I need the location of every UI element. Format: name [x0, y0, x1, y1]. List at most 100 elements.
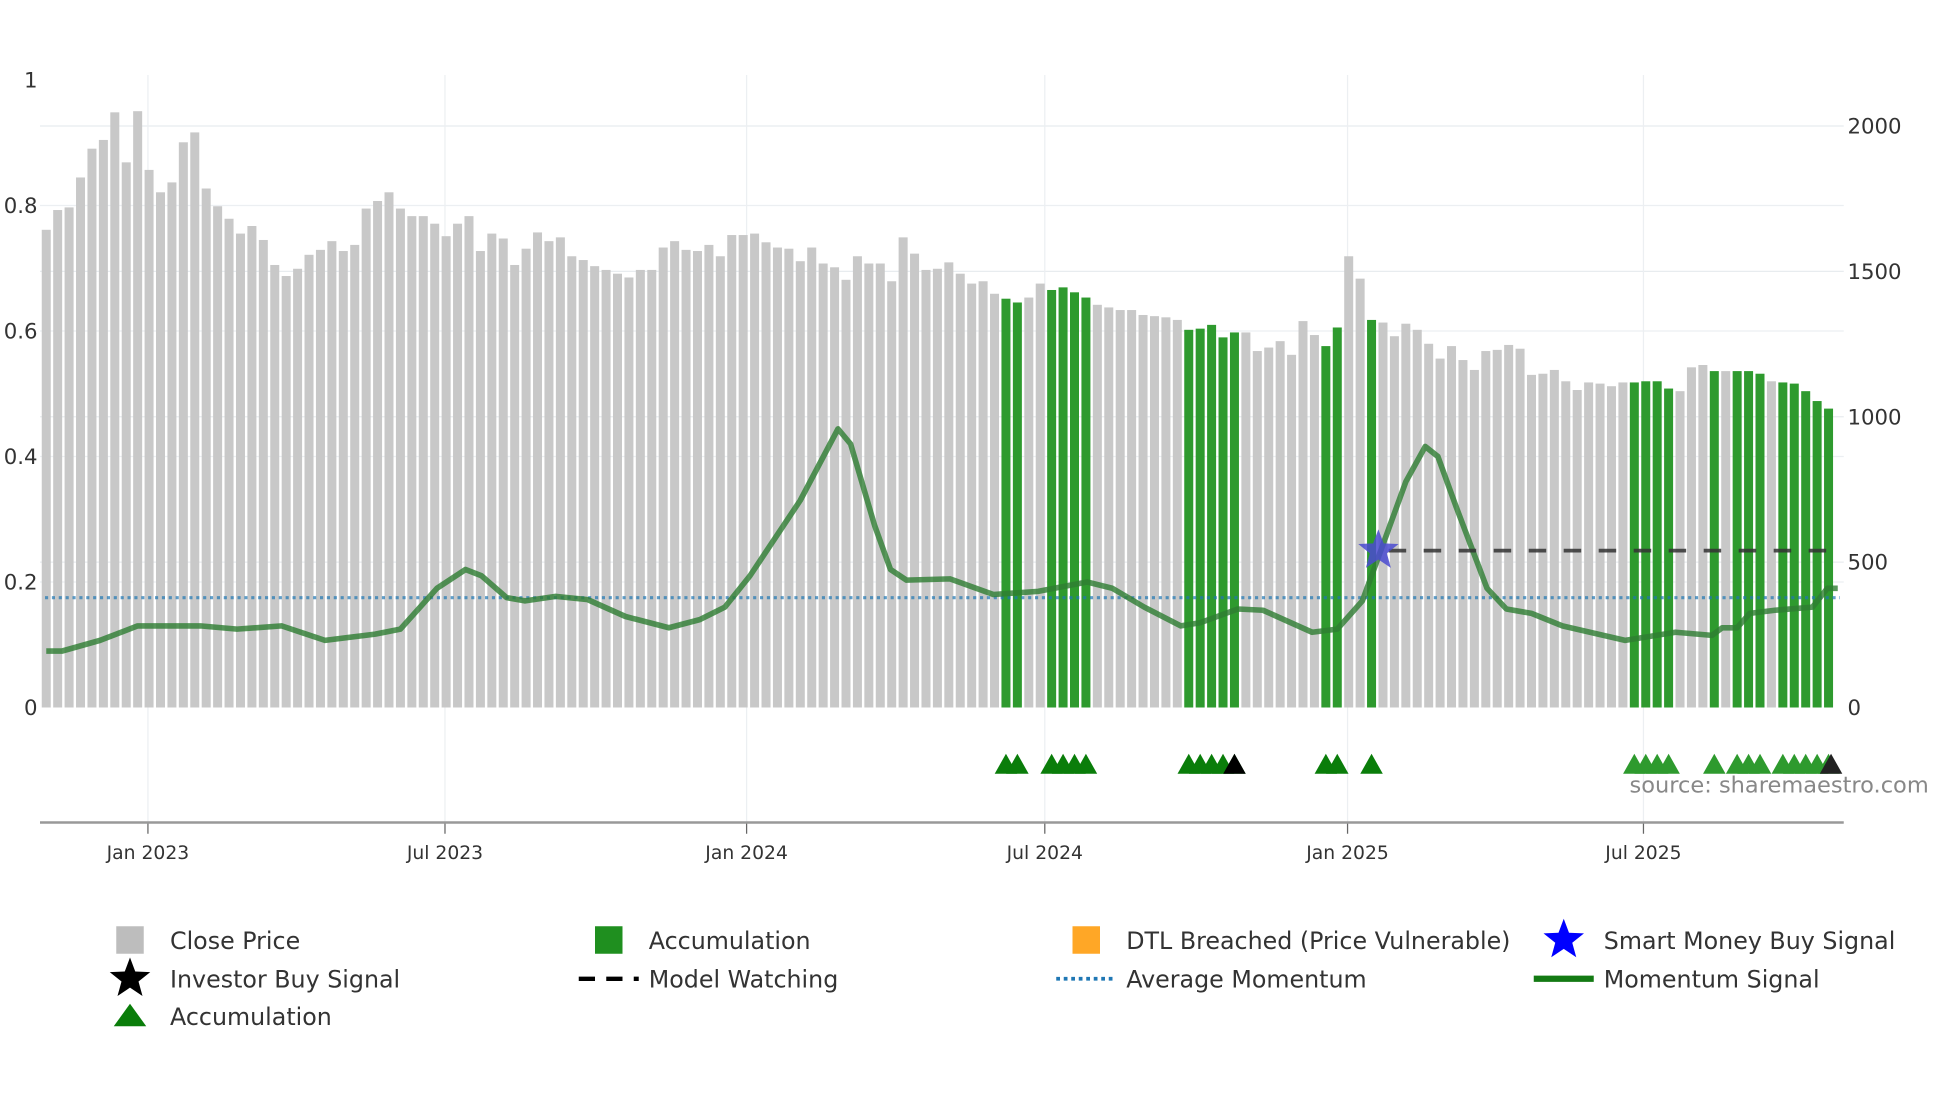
close-price-bar [41, 229, 51, 708]
close-price-bar [1355, 278, 1365, 708]
close-price-bar [590, 266, 600, 708]
price-bars [41, 111, 1834, 708]
close-price-bar [1092, 304, 1102, 708]
legend-label: Investor Buy Signal [170, 966, 400, 994]
accumulation-bar [1332, 327, 1342, 708]
close-price-bar [921, 269, 931, 708]
accumulation-bar [1641, 381, 1651, 708]
close-price-bar [1721, 371, 1731, 708]
close-price-bar [213, 206, 223, 708]
close-price-bar [784, 248, 794, 708]
left-axis-tick: 0 [24, 696, 38, 721]
close-price-bar [1458, 360, 1468, 708]
close-price-bar [1298, 321, 1308, 708]
close-price-bar [1698, 364, 1708, 708]
accumulation-triangle-icon [1074, 753, 1098, 774]
close-price-bar [1127, 310, 1137, 708]
accumulation-bar [1652, 381, 1662, 708]
accumulation-bar [1629, 382, 1639, 708]
legend-label: Accumulation [170, 1003, 332, 1031]
close-price-bar [818, 263, 828, 708]
close-price-bar [955, 273, 965, 708]
legend-label: Momentum Signal [1604, 966, 1820, 994]
accumulation-bar [1081, 297, 1091, 708]
close-price-bar [258, 239, 268, 708]
close-price-bar [967, 283, 977, 708]
close-price-bar [1115, 310, 1125, 708]
left-axis-tick: 0.2 [4, 571, 38, 596]
close-price-bar [1287, 354, 1297, 708]
close-price-bar [190, 132, 200, 708]
legend-label: Close Price [170, 927, 300, 955]
close-price-bar [167, 182, 177, 708]
close-price-bar [293, 268, 303, 708]
close-price-bar [910, 253, 920, 708]
close-price-bar [270, 264, 280, 708]
close-price-bar [76, 177, 86, 708]
close-price-bar [692, 251, 702, 708]
close-price-bar [944, 262, 954, 708]
close-price-bar [235, 233, 245, 708]
legend-item-green-triangle: Accumulation [113, 1003, 332, 1031]
close-price-bar [681, 249, 691, 708]
close-price-bar [1766, 381, 1776, 708]
legend: Close Price Accumulation DTL Breached (Pri… [109, 918, 1896, 1031]
close-price-bar [338, 251, 348, 708]
close-price-bar [110, 112, 120, 708]
close-price-bar [1309, 335, 1319, 708]
close-price-bar [98, 139, 108, 708]
close-price-bar [1515, 348, 1525, 708]
close-price-bar [350, 244, 360, 708]
close-price-bar [373, 201, 383, 708]
close-price-bar [1344, 256, 1354, 708]
accumulation-bar [1047, 289, 1057, 708]
close-price-bar [1424, 343, 1434, 708]
accumulation-bar [1001, 298, 1011, 708]
close-price-bar [761, 242, 771, 708]
close-price-bar [613, 273, 622, 708]
close-price-bar [1264, 347, 1274, 708]
close-price-bar [555, 237, 565, 708]
close-price-bar [1561, 381, 1571, 708]
accumulation-triangle-icon [1657, 753, 1680, 774]
accumulation-triangle-icon [1748, 753, 1772, 774]
x-axis-tick: Jul 2024 [1006, 843, 1083, 864]
close-price-bar [1412, 329, 1422, 708]
source-label: source: sharemaestro.com [1630, 773, 1929, 799]
legend-label: DTL Breached (Price Vulnerable) [1126, 927, 1510, 955]
legend-item-blue-star: Smart Money Buy Signal [1543, 918, 1896, 958]
blue-star-icon [1543, 918, 1584, 958]
close-price-bar [1469, 369, 1479, 708]
right-axis-tick: 2000 [1848, 115, 1902, 140]
close-price-bar [1024, 297, 1034, 708]
close-price-bar [727, 235, 737, 708]
triangle-icon [113, 1003, 147, 1027]
close-price-bar [247, 226, 257, 708]
accumulation-bar [1664, 388, 1674, 708]
close-price-bar [1241, 332, 1251, 708]
close-price-bar [64, 207, 74, 708]
close-price-bar [327, 241, 337, 708]
close-price-bar [475, 251, 485, 708]
close-price-bar [670, 241, 680, 708]
x-axis-tick: Jan 2024 [704, 843, 788, 864]
smart-money-star-icon [1358, 529, 1399, 568]
legend-label: Smart Money Buy Signal [1604, 927, 1896, 955]
right-axis-tick: 1500 [1848, 260, 1902, 285]
accumulation-bar [1229, 332, 1239, 708]
accumulation-triangle-icon [1006, 753, 1029, 774]
signal-lines [45, 426, 1840, 654]
close-price-bar [887, 281, 897, 708]
close-price-bar [315, 249, 325, 708]
green-square-icon [595, 926, 623, 954]
close-price-bar [1447, 346, 1457, 708]
close-price-bar [624, 277, 634, 708]
legend-label: Accumulation [649, 927, 811, 955]
close-price-bar [978, 281, 988, 708]
close-price-bar [498, 238, 508, 708]
close-price-bar [1481, 351, 1491, 708]
close-price-bar [1149, 316, 1159, 708]
close-price-bar [1584, 382, 1594, 708]
close-price-bar [1275, 341, 1285, 708]
legend-item-blue-dot: Average Momentum [1056, 966, 1367, 994]
